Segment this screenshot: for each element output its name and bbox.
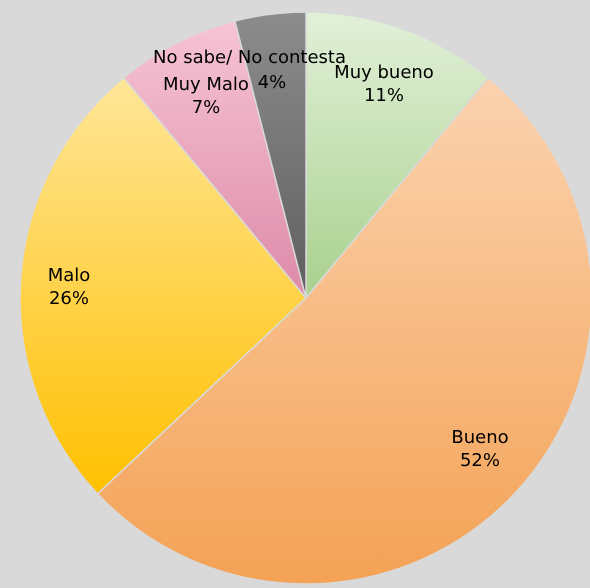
data-label-bueno-name: Bueno	[451, 427, 508, 448]
data-label-malo-value: 26%	[49, 288, 89, 309]
pie-slice-bueno	[96, 76, 590, 585]
data-label-muy-malo-value: 7%	[192, 97, 221, 118]
pie-slice-no-sabe-no-contesta	[233, 11, 307, 299]
pie-slice-muy-malo	[122, 20, 307, 299]
data-label-malo-name: Malo	[48, 265, 91, 286]
data-label-bueno-value: 52%	[460, 450, 500, 471]
data-label-no-sabe-no-contesta-value: 4%	[258, 72, 287, 93]
pie-slices	[19, 11, 590, 585]
data-label-muy-bueno-name: Muy bueno	[334, 62, 434, 83]
data-label-muy-malo-name: Muy Malo	[163, 74, 249, 95]
data-label-no-sabe-no-contesta-name: No sabe/ No contesta	[153, 47, 346, 68]
data-label-muy-bueno-value: 11%	[364, 85, 404, 106]
pie-slice-muy-bueno	[305, 11, 490, 301]
pie-slice-malo	[19, 76, 308, 495]
